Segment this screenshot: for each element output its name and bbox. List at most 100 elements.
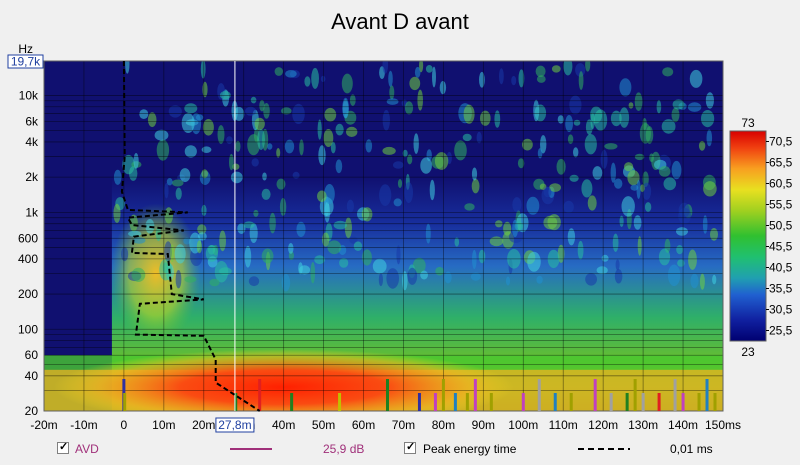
heat-speckle [612, 233, 619, 252]
heat-speckle [318, 145, 326, 166]
plot-area [44, 61, 723, 411]
legend-avd-label: AVD [75, 442, 99, 456]
heat-speckle [690, 273, 699, 289]
heat-speckle [339, 258, 349, 268]
heat-speckle [292, 171, 300, 179]
avd-marker [713, 393, 717, 411]
heat-speckle [688, 249, 697, 270]
colorbar-tick-label: 55,5 [769, 198, 793, 212]
x-tick-label: 40m [272, 418, 295, 432]
heat-speckle [569, 95, 582, 115]
heat-speckle [322, 232, 330, 247]
heat-speckle [274, 67, 283, 76]
heat-speckle [382, 61, 389, 74]
heat-speckle [518, 69, 525, 88]
heat-speckle [563, 61, 573, 76]
heat-speckle [261, 248, 274, 264]
heat-speckle [164, 207, 173, 225]
heat-speckle [113, 169, 122, 185]
heat-speckle [621, 196, 635, 217]
heat-speckle [640, 184, 645, 192]
heat-speckle [175, 187, 182, 200]
heat-speckle [323, 129, 334, 147]
heat-speckle [404, 182, 414, 204]
y-tick-label: 1k [25, 205, 39, 219]
heat-speckle [202, 81, 208, 98]
heat-speckle [543, 186, 552, 198]
heat-speckle [299, 265, 311, 275]
heat-speckle [480, 110, 491, 126]
heat-speckle [402, 149, 408, 158]
heat-speckle [129, 166, 138, 181]
heat-speckle [527, 251, 541, 272]
heat-speckle [251, 158, 259, 167]
heat-speckle [712, 274, 717, 285]
heat-speckle [687, 102, 702, 112]
x-tick-label: 110m [549, 418, 578, 432]
heat-speckle [244, 245, 252, 268]
x-tick-label: 130m [628, 418, 658, 432]
heat-speckle [698, 140, 706, 151]
heat-speckle [658, 166, 671, 177]
heat-speckle [195, 114, 204, 121]
heat-speckle [615, 259, 620, 271]
heat-speckle [478, 249, 486, 264]
heat-speckle [454, 140, 467, 161]
heat-speckle [567, 134, 574, 144]
heat-speckle [386, 268, 400, 289]
heat-speckle [677, 259, 685, 267]
heat-speckle [636, 179, 641, 199]
heat-speckle [154, 129, 169, 141]
avd-marker [681, 393, 685, 411]
heat-speckle [179, 168, 191, 183]
heat-speckle [237, 223, 246, 235]
heat-speckle [388, 70, 393, 87]
heat-speckle [634, 92, 643, 111]
colorbar-tick-label: 35,5 [769, 282, 793, 296]
heat-speckle [262, 172, 267, 181]
heat-speckle [344, 217, 352, 239]
heat-speckle [201, 204, 207, 216]
heat-speckle [346, 199, 354, 213]
avd-marker [465, 393, 469, 411]
y-tick-label: 20 [25, 404, 39, 418]
heat-speckle [628, 102, 634, 109]
heat-speckle [335, 159, 343, 174]
heat-speckle [166, 178, 173, 186]
heat-speckle [389, 85, 395, 100]
heat-speckle [417, 89, 424, 111]
heat-speckle [200, 61, 206, 79]
heat-speckle [202, 119, 214, 136]
heat-speckle [314, 255, 325, 265]
heat-speckle [131, 267, 146, 282]
y-tick-label: 200 [18, 287, 38, 301]
avd-checkbox[interactable] [57, 440, 69, 454]
heat-speckle [320, 75, 326, 83]
heat-speckle [365, 139, 373, 153]
x-tick-label: 20m [192, 418, 215, 432]
heat-speckle [494, 110, 501, 128]
heat-speckle [267, 143, 273, 150]
heat-speckle [341, 73, 353, 94]
heat-speckle [235, 140, 241, 152]
heat-speckle [517, 158, 525, 169]
heat-speckle [310, 262, 316, 284]
heat-speckle [672, 99, 685, 110]
heat-speckle [196, 240, 202, 254]
cursor-box[interactable] [215, 417, 255, 433]
heat-speckle [311, 67, 319, 89]
peak-energy-checkbox[interactable] [404, 440, 416, 454]
heat-speckle [217, 125, 225, 144]
heat-speckle [245, 106, 257, 116]
avd-marker [609, 393, 613, 411]
heat-speckle [471, 167, 478, 181]
bass-energy-blob [53, 349, 514, 411]
avd-marker [625, 393, 629, 411]
y-tick-label: 4k [25, 135, 39, 149]
heat-speckle [637, 236, 642, 256]
avd-marker [417, 393, 421, 411]
heat-speckle [702, 215, 708, 234]
heat-speckle [296, 221, 306, 237]
y-max-marker-label: 19,7k [11, 55, 41, 69]
avd-marker [290, 393, 294, 411]
